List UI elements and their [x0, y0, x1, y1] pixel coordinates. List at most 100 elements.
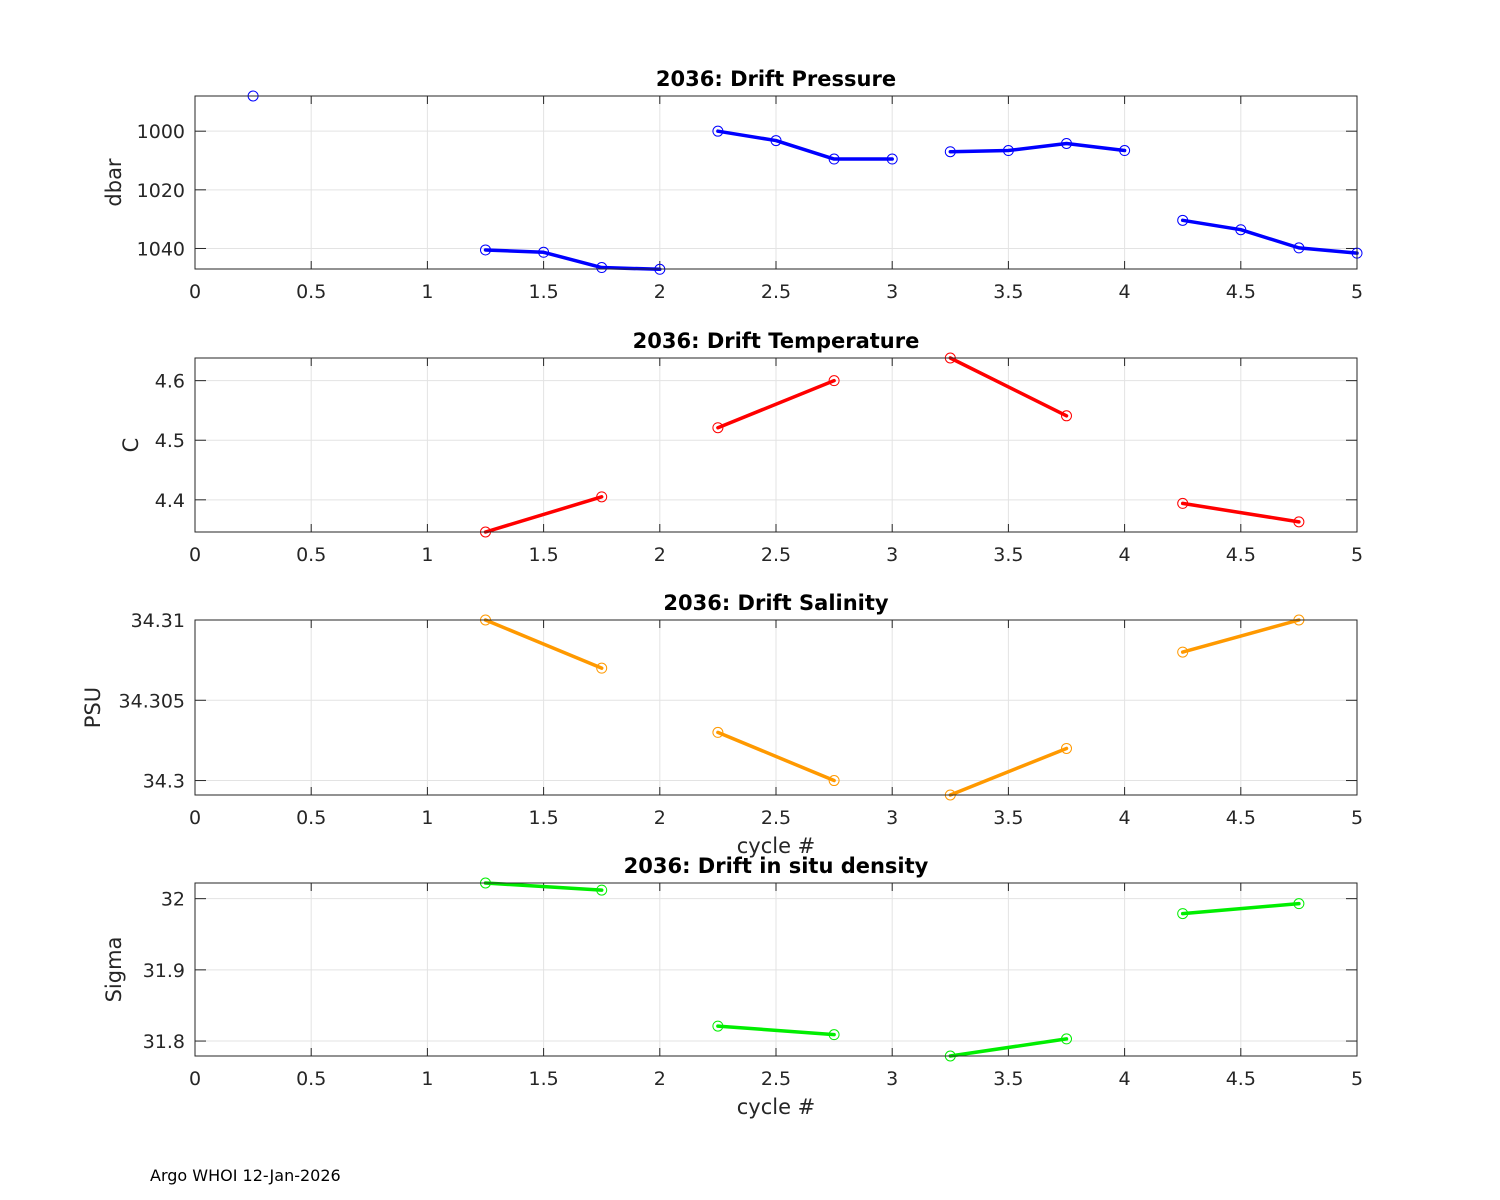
- x-tick-label: 1: [421, 281, 433, 303]
- x-tick-label: 5: [1351, 807, 1363, 829]
- x-tick-label: 1.5: [528, 807, 558, 829]
- x-tick-label: 3: [886, 544, 898, 566]
- chart-panel-3: 0 0.5 1 1.5 2 2.5 3 3.5 4 4.5 5 34.3 34.305 34.31 2036…: [81, 591, 1363, 858]
- y-tick-label: 34.3: [143, 771, 185, 793]
- data-point: [1293, 516, 1305, 528]
- x-tick-label: 0.5: [296, 1068, 326, 1090]
- y-tick-label: 1000: [137, 121, 185, 143]
- footer-credit: Argo WHOI 12-Jan-2026: [150, 1166, 341, 1185]
- series-line: [1180, 618, 1301, 654]
- data-point: [828, 153, 840, 165]
- x-tick-label: 3.5: [993, 544, 1023, 566]
- y-tick-label: 32: [161, 889, 185, 911]
- series-line: [483, 881, 604, 892]
- axes-frame: [194, 357, 1358, 533]
- y-tick-label: 4.4: [155, 490, 185, 512]
- x-axis-label: cycle #: [737, 1095, 816, 1119]
- y-tick-label: 4.5: [155, 430, 185, 452]
- series-line: [716, 378, 836, 430]
- x-tick-label: 1: [421, 807, 433, 829]
- data-point: [480, 244, 491, 256]
- data-point: [596, 262, 608, 274]
- x-tick-label: 4.5: [1226, 544, 1256, 566]
- data-point: [828, 775, 840, 787]
- x-tick-label: 5: [1351, 544, 1363, 566]
- series-line: [483, 248, 662, 272]
- x-tick-label: 4: [1119, 281, 1131, 303]
- chart-panel-1: 0 0.5 1 1.5 2 2.5 3 3.5 4 4.5 5 1000 1020 1040 2036: D…: [102, 67, 1363, 303]
- x-tick-label: 3.5: [993, 1068, 1023, 1090]
- data-point: [1061, 410, 1072, 422]
- data-point: [596, 662, 608, 674]
- y-axis-label: PSU: [81, 687, 105, 728]
- series-line: [1180, 501, 1301, 524]
- x-tick-label: 3: [886, 1068, 898, 1090]
- data-point: [770, 135, 782, 147]
- x-tick-label: 2: [654, 807, 666, 829]
- x-tick-label: 2: [654, 281, 666, 303]
- x-tick-label: 3.5: [993, 281, 1023, 303]
- y-tick-label: 31.9: [143, 960, 185, 982]
- series-line: [948, 746, 1069, 797]
- x-tick-label: 0: [189, 1068, 201, 1090]
- x-axis-label: cycle #: [737, 834, 816, 858]
- series-line: [716, 1024, 836, 1037]
- x-tick-label: 3.5: [993, 807, 1023, 829]
- axes-frame: [194, 619, 1358, 796]
- data-point: [828, 1029, 840, 1041]
- data-point: [538, 246, 550, 258]
- x-tick-label: 2.5: [761, 807, 791, 829]
- x-tick-label: 0: [189, 544, 201, 566]
- data-point: [712, 125, 724, 137]
- x-tick-label: 0.5: [296, 281, 326, 303]
- x-tick-label: 2.5: [761, 1068, 791, 1090]
- chart-panel-2: 0 0.5 1 1.5 2 2.5 3 3.5 4 4.5 5 4.4 4.5 4.6 2036: Drif…: [119, 329, 1363, 566]
- y-tick-label: 31.8: [143, 1031, 185, 1053]
- x-tick-label: 4.5: [1226, 1068, 1256, 1090]
- chart-title: 2036: Drift Temperature: [633, 329, 920, 353]
- data-point: [944, 146, 956, 158]
- data-point: [712, 1020, 724, 1032]
- y-tick-label: 34.31: [131, 610, 185, 632]
- chart-title: 2036: Drift Salinity: [663, 591, 889, 615]
- data-point: [1177, 214, 1189, 226]
- data-point: [1177, 497, 1189, 509]
- data-point: [1235, 224, 1247, 236]
- axes-frame: [194, 882, 1358, 1057]
- data-point: [1177, 646, 1189, 658]
- data-point: [1177, 908, 1189, 920]
- x-tick-label: 4: [1119, 1068, 1131, 1090]
- series-line: [483, 495, 604, 534]
- series-line: [948, 356, 1069, 418]
- y-axis-label: Sigma: [102, 937, 126, 1003]
- x-tick-label: 2.5: [761, 281, 791, 303]
- data-point: [712, 422, 724, 434]
- x-tick-label: 4: [1119, 544, 1131, 566]
- y-tick-label: 1020: [137, 180, 185, 202]
- x-tick-label: 1: [421, 544, 433, 566]
- x-tick-label: 2.5: [761, 544, 791, 566]
- data-point: [1293, 242, 1305, 254]
- y-axis-label: dbar: [102, 158, 126, 207]
- x-tick-label: 4.5: [1226, 281, 1256, 303]
- y-axis-label: C: [119, 438, 143, 453]
- data-point: [1119, 145, 1131, 157]
- data-point: [596, 884, 608, 896]
- x-tick-label: 1.5: [528, 544, 558, 566]
- data-point: [828, 375, 840, 387]
- x-tick-label: 1.5: [528, 1068, 558, 1090]
- series-line: [1180, 901, 1301, 916]
- series-line: [948, 141, 1127, 154]
- series-line: [716, 730, 836, 783]
- x-tick-label: 2: [654, 544, 666, 566]
- chart-panel-4: 0 0.5 1 1.5 2 2.5 3 3.5 4 4.5 5 31.8 31.9 32 2036: Dri…: [102, 854, 1363, 1119]
- x-tick-label: 4.5: [1226, 807, 1256, 829]
- data-point: [886, 153, 898, 165]
- data-point: [1061, 742, 1072, 754]
- series-line: [1180, 218, 1359, 255]
- x-tick-label: 5: [1351, 281, 1363, 303]
- data-point: [712, 726, 724, 738]
- y-tick-label: 4.6: [155, 371, 185, 393]
- x-tick-label: 3: [886, 281, 898, 303]
